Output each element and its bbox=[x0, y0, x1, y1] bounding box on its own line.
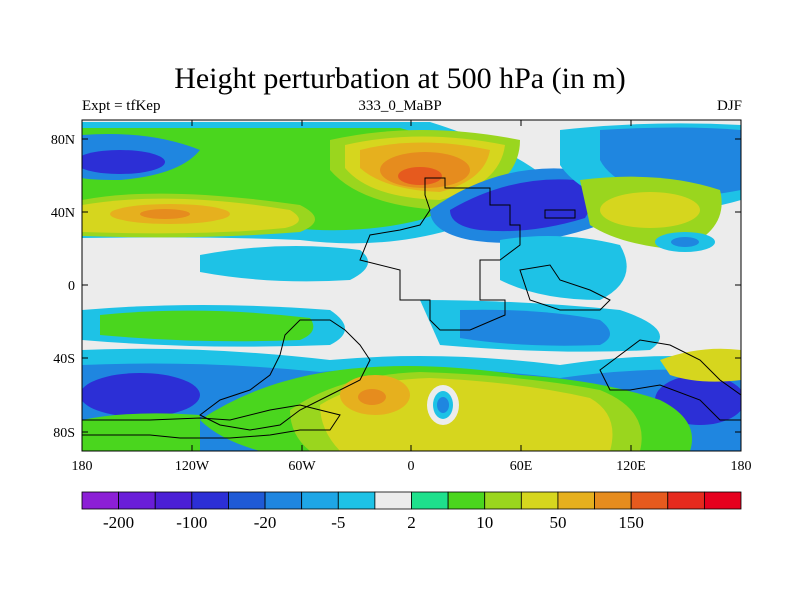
lon-tick-60w: 60W bbox=[288, 459, 316, 474]
colorbar-label: 10 bbox=[476, 513, 493, 532]
colorbar-swatch bbox=[447, 491, 486, 510]
colorbar-swatch bbox=[191, 491, 229, 510]
map-title: Height perturbation at 500 hPa (in m) bbox=[174, 62, 626, 95]
colorbar-swatch bbox=[264, 491, 303, 510]
colorbar-swatch bbox=[228, 491, 266, 510]
lat-tick-0: 0 bbox=[68, 279, 75, 294]
colorbar-swatch bbox=[484, 491, 522, 510]
colorbar-swatch bbox=[630, 491, 669, 510]
colorbar-swatch bbox=[337, 491, 376, 510]
colorbar-label: 50 bbox=[549, 513, 566, 532]
season-label: DJF bbox=[716, 98, 742, 114]
colorbar-label: -200 bbox=[103, 513, 134, 532]
colorbar-swatch bbox=[520, 491, 559, 510]
lat-axis: 80N 40N 0 40S 80S bbox=[51, 133, 741, 441]
colorbar-swatch bbox=[557, 491, 595, 510]
colorbar-labels: -200 -100 -20 -5 2 10 50 150 bbox=[103, 513, 644, 532]
colorbar-swatch bbox=[81, 491, 120, 510]
lon-tick-120e: 120E bbox=[616, 459, 646, 474]
colorbar-label: 150 bbox=[618, 513, 644, 532]
colorbar bbox=[81, 491, 742, 510]
colorbar-label: 2 bbox=[407, 513, 416, 532]
lon-tick-180-west: 180 bbox=[72, 459, 93, 474]
experiment-label: Expt = tfKep bbox=[82, 98, 161, 114]
coastline-outline bbox=[82, 177, 741, 439]
lon-tick-120w: 120W bbox=[175, 459, 210, 474]
colorbar-swatch bbox=[154, 491, 193, 510]
period-label: 333_0_MaBP bbox=[358, 98, 442, 114]
colorbar-swatch bbox=[703, 491, 742, 510]
lat-tick-40n: 40N bbox=[51, 206, 75, 221]
colorbar-label: -20 bbox=[254, 513, 277, 532]
lat-tick-40s: 40S bbox=[53, 352, 75, 367]
lat-tick-80n: 80N bbox=[51, 133, 75, 148]
contour-field bbox=[82, 120, 741, 451]
lat-tick-80s: 80S bbox=[53, 426, 75, 441]
colorbar-swatch bbox=[411, 491, 449, 510]
lon-tick-60e: 60E bbox=[510, 459, 533, 474]
lon-tick-0: 0 bbox=[408, 459, 415, 474]
colorbar-swatch bbox=[301, 491, 339, 510]
colorbar-swatch bbox=[118, 491, 156, 510]
colorbar-swatch bbox=[594, 491, 632, 510]
colorbar-swatch bbox=[374, 491, 412, 510]
colorbar-label: -100 bbox=[176, 513, 207, 532]
lon-axis: 180 120W 60W 0 60E 120E 180 bbox=[72, 120, 752, 474]
lon-tick-180-east: 180 bbox=[731, 459, 752, 474]
colorbar-label: -5 bbox=[331, 513, 345, 532]
colorbar-swatch bbox=[667, 491, 705, 510]
